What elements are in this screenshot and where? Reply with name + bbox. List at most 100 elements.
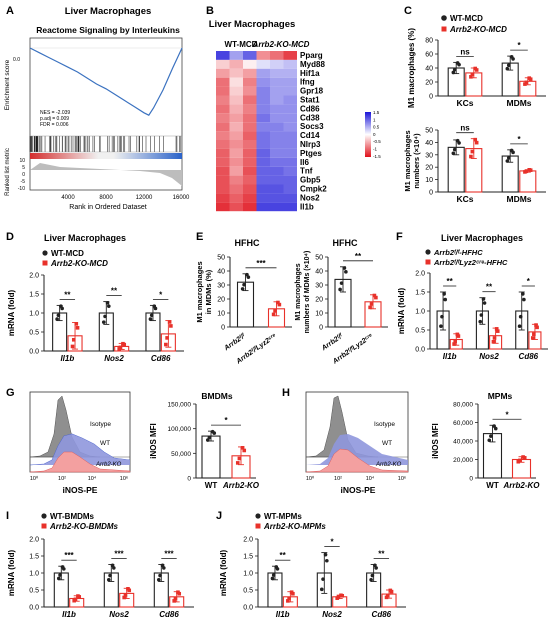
data-point xyxy=(164,343,168,347)
data-point xyxy=(386,594,390,598)
y-tick-label: 0.5 xyxy=(243,588,253,595)
data-point xyxy=(370,302,374,306)
rank-tick-label: 10 xyxy=(19,158,25,164)
significance-label: * xyxy=(517,135,521,144)
y-tick-label: 1.0 xyxy=(29,571,39,578)
heatmap-cell xyxy=(257,113,271,122)
significance-label: *** xyxy=(114,550,124,559)
significance-label: ** xyxy=(447,277,454,286)
panel-letter: J xyxy=(216,510,222,522)
heatmap-cell xyxy=(284,104,298,113)
data-point xyxy=(271,577,275,581)
data-point xyxy=(149,317,153,321)
data-point xyxy=(157,578,161,582)
heatmap-cell xyxy=(257,131,271,140)
heatmap-cell xyxy=(284,96,298,105)
x-tick-label: Arrb2-KO xyxy=(222,481,260,490)
color-scale-bar xyxy=(365,112,371,157)
data-point xyxy=(525,81,529,85)
heatmap-cell xyxy=(216,167,230,176)
y-tick-label: 0 xyxy=(429,94,433,101)
data-point xyxy=(443,298,447,302)
flow-tick-label: 10⁴ xyxy=(88,475,97,482)
heatmap-cell xyxy=(243,140,257,149)
heatmap-cell xyxy=(230,87,244,96)
data-point xyxy=(126,587,130,591)
legend-label: Arrb2-KO-MCD xyxy=(50,259,108,268)
color-scale-tick: -1.5 xyxy=(373,154,381,159)
legend-marker xyxy=(256,524,261,529)
heatmap-cell xyxy=(270,176,284,185)
data-point xyxy=(102,320,106,324)
y-tick-label: 10 xyxy=(425,177,433,184)
data-point xyxy=(340,281,344,285)
data-point xyxy=(453,148,457,152)
panel-j-svg: J WT-MPMs Arrb2-KO-MPMs 0.00.51.01.52.0m… xyxy=(212,505,412,624)
y-axis-label-line: M1 macrophages xyxy=(195,261,204,322)
significance-label: ns xyxy=(460,47,470,56)
panel-c-svg: C WT-MCD Arrb2-KO-MCD 020406080M1 macrop… xyxy=(400,0,553,225)
y-tick-label: 80 xyxy=(425,38,433,45)
data-point xyxy=(273,309,277,313)
data-point xyxy=(482,297,486,301)
gene-label: Il6 xyxy=(300,158,309,167)
data-point xyxy=(57,313,61,317)
heatmap-cell xyxy=(216,185,230,194)
data-point xyxy=(456,333,460,337)
y-axis-label: M1 macrophagesin MDMs (%) xyxy=(195,261,213,322)
data-point xyxy=(492,424,496,428)
data-point xyxy=(521,455,525,459)
heatmap-cell xyxy=(230,185,244,194)
gene-label: Socs3 xyxy=(300,122,324,131)
panel-title: Liver Macrophages xyxy=(65,6,152,17)
y-tick-label: 0.5 xyxy=(415,328,425,335)
heatmap-cell xyxy=(257,104,271,113)
heatmap-cell xyxy=(230,131,244,140)
data-point xyxy=(521,292,525,296)
enrichment-curve xyxy=(30,48,182,115)
heatmap-cells xyxy=(216,51,297,211)
heatmap-cell xyxy=(216,104,230,113)
y-tick-label: 20 xyxy=(425,80,433,87)
heatmap-cell xyxy=(270,104,284,113)
heatmap-cell xyxy=(284,149,298,158)
heatmap-cell xyxy=(216,131,230,140)
y-axis-label-line: M1 macrophages xyxy=(295,263,302,320)
flow-tick-label: 10² xyxy=(58,476,66,482)
significance-label: * xyxy=(224,416,228,425)
data-point xyxy=(506,159,510,163)
data-point xyxy=(121,342,125,346)
panel-letter: A xyxy=(6,5,14,17)
data-point xyxy=(272,313,276,317)
gene-label: Pparg xyxy=(300,51,323,60)
panel-b: B Liver Macrophages WT-MCD Arrb2-KO-MCD … xyxy=(198,0,398,218)
flow-axis-label: iNOS-PE xyxy=(63,485,98,495)
y-tick-label: 10 xyxy=(217,311,225,318)
heatmap-cell xyxy=(257,78,271,87)
y-axis-label: iNOS MFI xyxy=(149,423,158,459)
heatmap-cell xyxy=(257,51,271,60)
x-tick-label: Nos2 xyxy=(479,352,499,361)
data-point xyxy=(72,338,76,342)
data-point xyxy=(440,315,444,319)
x-tick-label: Il1b xyxy=(60,354,74,363)
heatmap-cell xyxy=(230,158,244,167)
data-point xyxy=(74,598,78,602)
y-tick-label: 20 xyxy=(217,297,225,304)
data-point xyxy=(473,67,477,71)
heatmap-cell xyxy=(230,78,244,87)
rank-tick-label: -10 xyxy=(18,186,25,192)
y-tick-label: 150,000 xyxy=(168,402,192,409)
flow-axis-label: iNOS-PE xyxy=(341,485,376,495)
y-tick-label: 0 xyxy=(221,325,225,332)
data-point xyxy=(57,577,61,581)
x-tick-label: 4000 xyxy=(61,195,75,201)
panel-b-svg: B Liver Macrophages WT-MCD Arrb2-KO-MCD … xyxy=(198,0,398,218)
y-axis-label: Ranked list metric xyxy=(5,148,11,196)
y-tick-label: 30 xyxy=(425,152,433,159)
data-point xyxy=(532,332,536,336)
data-point xyxy=(59,304,63,308)
legend-marker xyxy=(255,513,260,518)
x-tick-label: WT xyxy=(486,481,499,490)
data-point xyxy=(495,327,499,331)
